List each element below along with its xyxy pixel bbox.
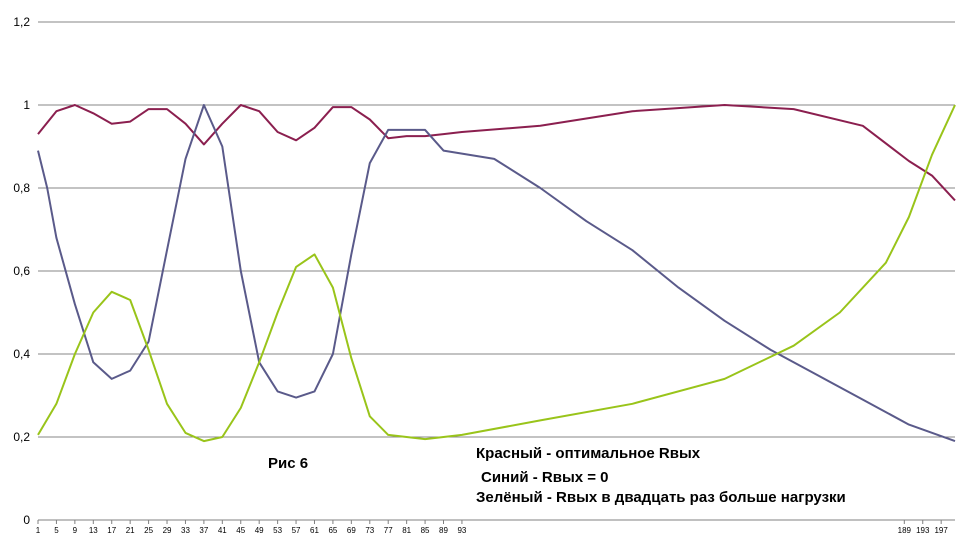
x-tick-label: 25 [144, 526, 153, 535]
x-tick-label: 1 [36, 526, 41, 535]
x-tick-label: 189 [898, 526, 912, 535]
y-tick-label: 0 [23, 513, 30, 527]
series-line-2 [37, 104, 956, 443]
legend-note-blue: Синий - Rвых = 0 [481, 469, 609, 486]
x-tick-label: 33 [181, 526, 190, 535]
series-lines [37, 104, 956, 443]
y-tick-label: 1,2 [13, 15, 30, 29]
x-axis-ticks: 1 5 9 13 17 21 25 29 33 37 41 45 49 53 57 61 65 69 73 77 81 8… [36, 520, 948, 535]
x-tick-label: 49 [255, 526, 264, 535]
x-tick-label: 13 [89, 526, 98, 535]
legend-note-green: Зелёный - Rвых в двадцать раз больше наг… [476, 489, 846, 506]
x-tick-label: 57 [292, 526, 301, 535]
x-tick-label: 93 [457, 526, 466, 535]
x-tick-label: 73 [365, 526, 374, 535]
x-tick-label: 193 [916, 526, 930, 535]
x-tick-label: 197 [934, 526, 948, 535]
series-line-1 [37, 104, 956, 443]
y-tick-label: 1 [23, 98, 30, 112]
y-tick-label: 0,2 [13, 430, 30, 444]
x-tick-label: 21 [126, 526, 135, 535]
x-tick-label: 53 [273, 526, 282, 535]
x-tick-label: 17 [107, 526, 116, 535]
x-tick-label: 37 [199, 526, 208, 535]
x-tick-label: 69 [347, 526, 356, 535]
x-tick-label: 81 [402, 526, 411, 535]
series-line-0 [37, 104, 956, 202]
y-tick-label: 0,8 [13, 181, 30, 195]
x-tick-label: 61 [310, 526, 319, 535]
figure-caption: Рис 6 [268, 455, 309, 472]
legend-note-red: Красный - оптимальное Rвых [476, 445, 701, 462]
grid-lines [38, 21, 955, 438]
x-tick-label: 29 [163, 526, 172, 535]
y-tick-label: 0,6 [13, 264, 30, 278]
x-tick-label: 5 [54, 526, 59, 535]
y-axis-ticks: 0 0,2 0,4 0,6 0,8 1 1,2 [13, 15, 30, 527]
x-tick-label: 41 [218, 526, 227, 535]
x-tick-label: 77 [384, 526, 393, 535]
x-tick-label: 65 [328, 526, 337, 535]
x-tick-label: 45 [236, 526, 245, 535]
y-tick-label: 0,4 [13, 347, 30, 361]
x-tick-label: 85 [421, 526, 430, 535]
x-tick-label: 9 [73, 526, 78, 535]
x-tick-label: 89 [439, 526, 448, 535]
